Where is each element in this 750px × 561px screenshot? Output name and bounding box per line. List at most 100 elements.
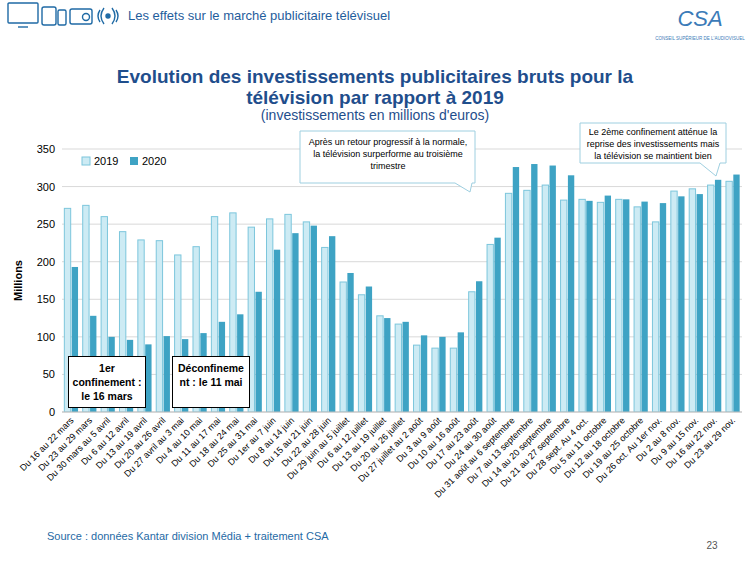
bar	[311, 226, 317, 412]
y-tick-label: 300	[37, 181, 55, 193]
bar	[579, 199, 585, 412]
bar	[505, 193, 511, 412]
callout-shape	[580, 123, 726, 176]
bar	[652, 222, 658, 412]
bar	[156, 241, 162, 412]
grid-line	[62, 186, 742, 187]
bar	[689, 189, 695, 412]
legend: 2019 2020	[82, 155, 166, 167]
annotation: 1er confinement : le 16 mars	[68, 356, 146, 408]
bar	[164, 336, 170, 412]
bar	[568, 175, 574, 412]
bar	[303, 222, 309, 412]
legend-swatch	[130, 157, 138, 165]
bar	[697, 194, 703, 412]
bar	[421, 335, 427, 412]
icon-radio-knob	[83, 14, 90, 21]
bar	[403, 322, 409, 412]
bar	[660, 203, 666, 412]
icon-tv-foot	[18, 26, 28, 27]
bar	[267, 219, 273, 412]
x-tick-label: Du 21 au 27 septembre	[498, 415, 572, 489]
logo: CSA	[677, 6, 722, 31]
bar	[340, 282, 346, 412]
bar	[623, 199, 629, 412]
header: Les effets sur le marché publicitaire té…	[128, 8, 390, 23]
bar	[561, 200, 567, 412]
x-tick-label: Du 23 au 29 nov.	[682, 415, 737, 470]
bar	[671, 191, 677, 412]
y-tick-label: 200	[37, 256, 55, 268]
bar	[414, 345, 420, 412]
y-tick-label: 100	[37, 331, 55, 343]
bar	[347, 273, 353, 412]
logo-subtitle: CONSEIL SUPÉRIEUR DE L'AUDIOVISUEL	[655, 35, 745, 41]
bar	[145, 344, 151, 412]
bar	[605, 196, 611, 412]
bar	[469, 292, 475, 412]
bar	[274, 250, 280, 412]
icon-tv	[8, 3, 38, 23]
x-tick-label: Du 14 au 20 septembre	[480, 415, 554, 489]
bar	[634, 207, 640, 412]
bar	[487, 244, 493, 412]
bar	[377, 316, 383, 412]
bar	[597, 202, 603, 412]
bar	[329, 236, 335, 412]
bar	[384, 318, 390, 412]
bar	[542, 185, 548, 412]
bars	[64, 164, 739, 412]
bar	[292, 233, 298, 412]
legend-label: 2020	[142, 155, 166, 167]
y-tick-label: 0	[49, 406, 55, 418]
header-icons	[8, 3, 118, 27]
bar	[726, 181, 732, 412]
icon-waves	[98, 8, 118, 24]
bar	[641, 202, 647, 412]
bar	[322, 247, 328, 412]
bar	[524, 190, 530, 412]
y-tick-label: 250	[37, 218, 55, 230]
bar	[255, 292, 261, 412]
bar	[366, 287, 372, 412]
bar	[494, 238, 500, 412]
bar	[358, 295, 364, 412]
bar	[550, 166, 556, 412]
title: Evolution des investissements publicitai…	[80, 66, 670, 108]
x-axis	[62, 412, 742, 413]
icon-tablet	[42, 7, 56, 25]
bar	[616, 199, 622, 412]
y-tick-label: 50	[43, 368, 55, 380]
callout-text: Après un retour progressif à la normale,…	[304, 136, 472, 172]
bar	[513, 167, 519, 412]
y-tick-label: 150	[37, 293, 55, 305]
y-tick-label: 350	[37, 143, 55, 155]
subtitle: (investissements en millions d'euros)	[150, 107, 600, 123]
bar	[458, 332, 464, 412]
icon-dot	[106, 14, 110, 18]
bar	[678, 196, 684, 412]
bar	[395, 324, 401, 412]
callout-shape	[300, 131, 475, 192]
icon-radio	[70, 9, 92, 24]
bar	[450, 348, 456, 412]
page-number: 23	[706, 540, 718, 551]
legend-label: 2019	[94, 155, 118, 167]
bar	[432, 348, 438, 412]
legend-swatch	[82, 157, 90, 165]
grid	[62, 149, 742, 412]
bar	[439, 337, 445, 412]
bar	[285, 214, 291, 412]
bar	[715, 180, 721, 412]
bar	[708, 185, 714, 412]
grid-line	[62, 412, 742, 413]
bar	[586, 201, 592, 412]
bar	[531, 164, 537, 412]
source: Source : données Kantar division Média +…	[47, 530, 329, 542]
bar	[476, 281, 482, 412]
y-axis-label: Millions	[12, 260, 24, 301]
callout-text: Le 2ème confinement atténue la reprise d…	[583, 126, 723, 162]
bar	[733, 175, 739, 412]
icon-phone	[58, 10, 66, 25]
annotation: Déconfinement : le 11 mai	[172, 356, 250, 408]
